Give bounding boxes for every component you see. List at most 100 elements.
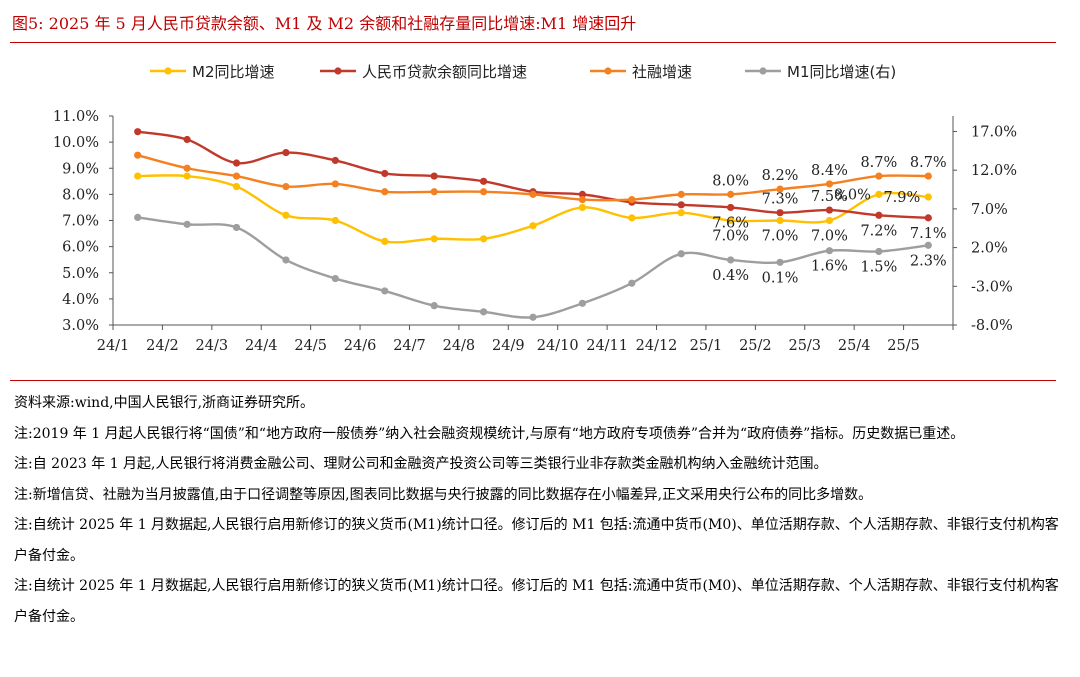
left-tick-label: 7.0%: [62, 214, 99, 230]
x-tick-label: 24/3: [196, 338, 229, 354]
series-point-3: [529, 313, 537, 321]
legend-label: 社融增速: [632, 63, 692, 81]
legend-swatch-marker: [164, 67, 172, 75]
left-tick-label: 10.0%: [53, 135, 99, 151]
series-point-3: [677, 250, 685, 258]
series-point-2: [825, 180, 834, 188]
left-tick-label: 8.0%: [62, 187, 99, 203]
series-point-1: [578, 190, 587, 198]
x-tick-label: 24/5: [294, 338, 327, 354]
right-tick-label: -8.0%: [971, 318, 1013, 334]
x-tick-label: 25/2: [739, 338, 772, 354]
x-tick-label: 25/3: [788, 338, 821, 354]
legend-label: M2同比增速: [192, 63, 275, 81]
series-point-0: [924, 193, 932, 201]
series-point-1: [381, 169, 389, 178]
data-label: 8.2%: [762, 168, 799, 184]
x-tick-label: 25/1: [690, 338, 723, 354]
series-point-3: [232, 223, 241, 232]
series-line-1: [137, 130, 929, 220]
chart-divider: [10, 380, 1056, 381]
x-tick-label: 24/12: [636, 338, 678, 354]
series-point-0: [232, 182, 241, 191]
series-point-2: [381, 188, 389, 196]
series-point-1: [776, 209, 784, 217]
x-tick-label: 24/11: [586, 338, 628, 354]
data-label: 7.5%: [811, 189, 848, 205]
legend-swatch-marker: [759, 67, 767, 75]
series-point-3: [381, 287, 389, 295]
series-point-0: [727, 216, 735, 225]
series-point-0: [875, 190, 883, 198]
series-point-0: [381, 237, 389, 245]
series-point-3: [479, 308, 488, 316]
right-tick-label: 12.0%: [971, 163, 1017, 179]
data-label: 7.0%: [712, 229, 749, 245]
footnote: 注:2019 年 1 月起人民银行将“国债”和“地方政府一般债券”纳入社会融资规…: [14, 425, 965, 442]
series-point-0: [430, 235, 438, 243]
series-point-1: [677, 201, 685, 209]
series-point-3: [430, 302, 438, 310]
footnote: 注:自 2023 年 1 月起,人民银行将消费金融公司、理财公司和金融资产投资公…: [14, 456, 828, 472]
series-point-3: [727, 256, 735, 264]
series-point-2: [875, 172, 883, 180]
series-point-2: [776, 185, 784, 193]
left-tick-label: 6.0%: [62, 240, 99, 256]
series-point-0: [677, 209, 685, 217]
right-tick-label: 17.0%: [971, 124, 1017, 140]
series-point-2: [727, 190, 735, 198]
legend-swatch-marker: [604, 67, 612, 75]
title-divider: [10, 42, 1056, 43]
data-label: 7.3%: [762, 192, 799, 208]
left-tick-label: 9.0%: [62, 161, 99, 177]
x-tick-label: 24/7: [393, 338, 426, 354]
data-label: 8.0%: [712, 173, 749, 189]
series-point-1: [282, 148, 290, 157]
x-tick-label: 24/8: [443, 338, 476, 354]
data-label: 0.1%: [762, 270, 799, 286]
footnote: 注:自统计 2025 年 1 月数据起,人民银行启用新修订的狭义货币(M1)统计…: [14, 578, 1059, 625]
x-tick-label: 24/1: [97, 338, 130, 354]
data-label: 8.7%: [910, 155, 947, 171]
series-point-0: [578, 203, 587, 212]
x-tick-label: 25/5: [887, 338, 920, 354]
series-point-0: [282, 211, 290, 219]
left-tick-label: 11.0%: [53, 109, 99, 125]
series-point-2: [924, 172, 932, 180]
footnote: 注:自统计 2025 年 1 月数据起,人民银行启用新修订的狭义货币(M1)统计…: [14, 517, 1059, 564]
footnote: 注:新增信贷、社融为当月披露值,由于口径调整等原因,图表同比数据与央行披露的同比…: [14, 486, 873, 503]
series-point-1: [331, 156, 339, 165]
notes-section: 资料来源:wind,中国人民银行,浙商证券研究所。 注:2019 年 1 月起人…: [14, 388, 1060, 632]
series-point-2: [529, 190, 537, 198]
data-label: 8.4%: [811, 163, 848, 179]
legend-label: M1同比增速(右): [787, 63, 896, 81]
series-point-0: [183, 172, 191, 180]
data-label: 8.7%: [860, 155, 897, 171]
series-point-2: [677, 190, 685, 198]
series-point-3: [134, 213, 142, 222]
data-label: 7.9%: [883, 190, 920, 206]
series-point-3: [776, 258, 784, 266]
x-tick-label: 24/10: [537, 338, 579, 354]
series-point-3: [628, 279, 636, 287]
left-tick-label: 3.0%: [62, 318, 99, 334]
x-tick-label: 24/9: [492, 338, 525, 354]
source-note: 资料来源:wind,中国人民银行,浙商证券研究所。: [14, 395, 315, 411]
series-point-0: [331, 216, 339, 225]
data-label: 0.4%: [712, 268, 749, 284]
data-label: 8.0%: [834, 187, 871, 203]
series-point-1: [183, 135, 191, 144]
series-point-2: [282, 182, 290, 191]
series-point-3: [875, 247, 883, 256]
series-point-1: [479, 177, 488, 185]
data-label: 7.1%: [910, 226, 947, 242]
series-point-3: [578, 299, 587, 307]
figure-title: 图5: 2025 年 5 月人民币贷款余额、M1 及 M2 余额和社融存量同比增…: [12, 14, 637, 33]
series-point-3: [183, 220, 191, 228]
series-point-0: [134, 172, 142, 180]
series-point-2: [232, 172, 241, 180]
x-tick-label: 24/6: [344, 338, 377, 354]
series-point-2: [628, 196, 636, 204]
series-point-0: [529, 222, 537, 230]
legend-label: 人民币贷款余额同比增速: [362, 63, 527, 81]
